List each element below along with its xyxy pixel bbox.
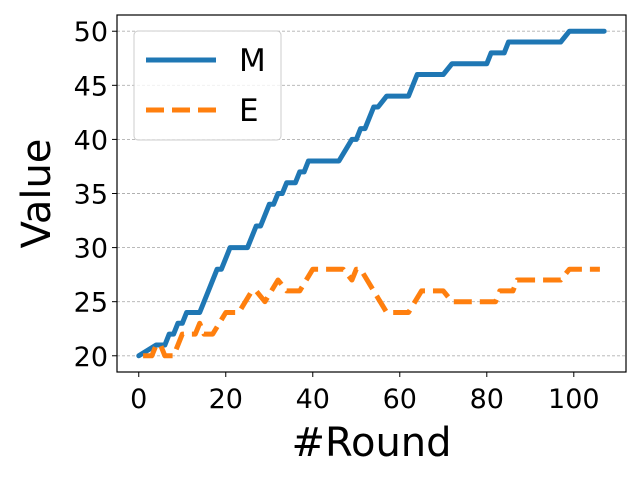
y-tick-label: 50 <box>74 17 108 48</box>
legend-label-m: M <box>239 43 266 79</box>
x-tick-label: 80 <box>470 384 504 415</box>
y-tick-label: 40 <box>74 125 108 156</box>
legend-label-e: E <box>239 93 259 129</box>
y-tick-label: 30 <box>74 234 108 265</box>
y-tick-label: 35 <box>74 180 108 211</box>
y-axis-title: Value <box>14 139 60 249</box>
plot-lines <box>136 28 607 359</box>
x-tick-label: 60 <box>383 384 417 415</box>
x-axis-ticks: 0 20 40 60 80 100 <box>130 372 600 415</box>
x-tick-label: 20 <box>209 384 243 415</box>
x-tick-label: 40 <box>296 384 330 415</box>
x-axis-title: #Round <box>291 420 451 466</box>
series-line-e <box>143 266 600 359</box>
x-tick-label: 100 <box>548 384 600 415</box>
y-tick-label: 25 <box>74 288 108 319</box>
x-tick-label: 0 <box>130 384 147 415</box>
y-tick-label: 20 <box>74 342 108 373</box>
y-tick-label: 45 <box>74 71 108 102</box>
legend: ME <box>133 30 282 141</box>
y-axis-ticks: 20 25 30 35 40 45 50 <box>74 17 117 373</box>
series-line-m <box>136 28 607 359</box>
